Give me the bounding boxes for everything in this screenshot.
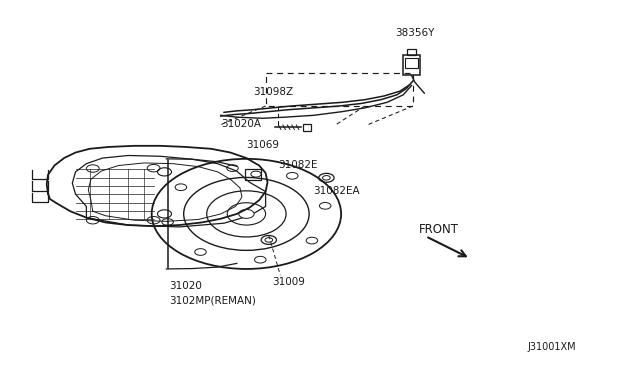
Bar xyxy=(245,169,261,180)
Text: 3102MP(REMAN): 3102MP(REMAN) xyxy=(170,296,257,306)
Text: 31020: 31020 xyxy=(170,281,202,291)
Circle shape xyxy=(239,209,254,218)
Text: 38356Y: 38356Y xyxy=(396,28,435,38)
Bar xyxy=(406,49,417,55)
Bar xyxy=(403,55,420,75)
Text: 31020A: 31020A xyxy=(221,119,261,129)
Text: 31009: 31009 xyxy=(272,277,305,287)
Text: 31069: 31069 xyxy=(246,140,280,150)
Bar xyxy=(405,58,418,68)
Text: 31098Z: 31098Z xyxy=(253,87,293,97)
Text: 31082E: 31082E xyxy=(278,160,318,170)
Text: J31001XM: J31001XM xyxy=(527,342,576,352)
Text: 31082EA: 31082EA xyxy=(314,186,360,196)
Bar xyxy=(303,124,311,131)
Text: FRONT: FRONT xyxy=(419,223,460,236)
